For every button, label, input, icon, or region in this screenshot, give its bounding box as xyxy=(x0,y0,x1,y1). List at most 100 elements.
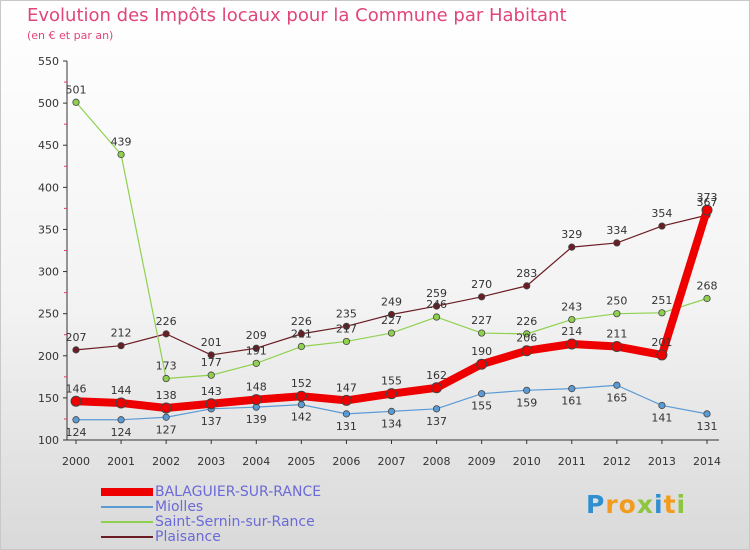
legend-swatch xyxy=(101,488,153,496)
x-tick-label: 2014 xyxy=(693,455,721,468)
data-point xyxy=(523,330,531,338)
data-label: 334 xyxy=(606,224,627,237)
data-label: 501 xyxy=(66,83,87,96)
data-point xyxy=(613,239,621,247)
data-label: 226 xyxy=(291,315,312,328)
data-point xyxy=(297,330,305,338)
data-point xyxy=(252,359,260,367)
data-point xyxy=(701,204,713,216)
data-label: 227 xyxy=(471,314,492,327)
y-tick-label: 500 xyxy=(38,97,59,110)
data-point xyxy=(297,342,305,351)
data-point xyxy=(117,342,125,350)
data-label: 141 xyxy=(651,411,672,424)
data-point xyxy=(117,150,125,159)
data-label: 235 xyxy=(336,307,357,320)
data-label: 354 xyxy=(651,207,672,220)
x-tick-label: 2007 xyxy=(378,455,406,468)
chart-title: Evolution des Impôts locaux pour la Comm… xyxy=(27,5,567,26)
legend-item: Saint-Sernin-sur-Rance xyxy=(101,514,361,530)
data-point xyxy=(432,302,441,310)
data-point xyxy=(478,390,486,398)
data-label: 124 xyxy=(66,426,87,439)
x-tick-label: 2004 xyxy=(242,455,270,468)
data-label: 131 xyxy=(336,420,357,433)
legend-item: Miolles xyxy=(101,499,361,515)
x-tick-label: 2012 xyxy=(603,455,631,468)
data-point xyxy=(387,329,396,337)
data-label: 127 xyxy=(156,423,177,436)
data-point xyxy=(207,351,215,359)
data-point xyxy=(523,386,531,394)
x-tick-label: 2001 xyxy=(107,455,135,468)
x-tick-label: 2009 xyxy=(468,455,496,468)
data-label: 207 xyxy=(66,331,87,344)
y-tick-label: 350 xyxy=(38,223,59,236)
data-label: 152 xyxy=(291,377,312,390)
data-point xyxy=(703,410,711,418)
data-label: 373 xyxy=(697,191,718,204)
data-point xyxy=(566,338,578,350)
data-label: 143 xyxy=(201,385,222,398)
chart-subtitle: (en € et par an) xyxy=(27,29,114,42)
data-point xyxy=(703,294,711,303)
data-point xyxy=(160,402,172,414)
y-tick-label: 100 xyxy=(38,434,59,447)
proxiti-logo: Proxiti xyxy=(586,490,687,519)
y-tick-label: 450 xyxy=(38,139,59,152)
data-point xyxy=(387,407,396,415)
data-label: 226 xyxy=(156,315,177,328)
legend-label: Saint-Sernin-sur-Rance xyxy=(155,514,315,530)
data-point xyxy=(70,395,82,407)
data-label: 159 xyxy=(516,396,537,409)
data-label: 251 xyxy=(651,294,672,307)
data-point xyxy=(72,416,80,424)
y-tick-label: 300 xyxy=(38,266,59,279)
data-point xyxy=(386,388,397,400)
legend-swatch xyxy=(101,521,153,523)
data-point xyxy=(72,346,80,354)
data-label: 211 xyxy=(291,328,312,341)
data-point xyxy=(162,413,170,421)
data-label: 249 xyxy=(381,296,402,309)
data-point xyxy=(162,330,170,338)
data-label: 214 xyxy=(561,325,582,338)
data-label: 137 xyxy=(426,415,447,428)
data-label: 161 xyxy=(561,395,582,408)
legend-swatch xyxy=(101,506,153,508)
data-label: 144 xyxy=(111,384,132,397)
data-point xyxy=(568,385,576,393)
data-label: 367 xyxy=(697,196,718,209)
data-label: 155 xyxy=(381,375,402,388)
data-point xyxy=(431,382,443,394)
data-point xyxy=(115,397,127,409)
data-point xyxy=(523,282,531,290)
data-point xyxy=(117,416,125,424)
data-label: 177 xyxy=(201,356,222,369)
data-label: 138 xyxy=(156,389,177,402)
data-label: 162 xyxy=(426,369,447,382)
legend-item: BALAGUIER-SUR-RANCE xyxy=(101,484,361,500)
data-label: 209 xyxy=(246,329,267,342)
data-label: 206 xyxy=(516,332,537,345)
y-tick-label: 400 xyxy=(38,181,59,194)
data-point xyxy=(656,349,668,361)
x-tick-label: 2011 xyxy=(558,455,586,468)
data-label: 155 xyxy=(471,400,492,413)
data-point xyxy=(342,410,351,418)
data-point xyxy=(658,401,666,410)
y-tick-label: 150 xyxy=(38,392,59,405)
data-label: 201 xyxy=(651,336,672,349)
data-label: 137 xyxy=(201,415,222,428)
data-label: 283 xyxy=(516,267,537,280)
data-point xyxy=(252,344,260,352)
data-point xyxy=(205,398,217,410)
data-point xyxy=(658,309,666,317)
data-point xyxy=(521,345,533,357)
data-point xyxy=(207,371,215,379)
data-label: 211 xyxy=(606,328,627,341)
data-label: 268 xyxy=(697,280,718,293)
data-label: 165 xyxy=(606,391,627,404)
legend-label: Plaisance xyxy=(155,529,221,545)
